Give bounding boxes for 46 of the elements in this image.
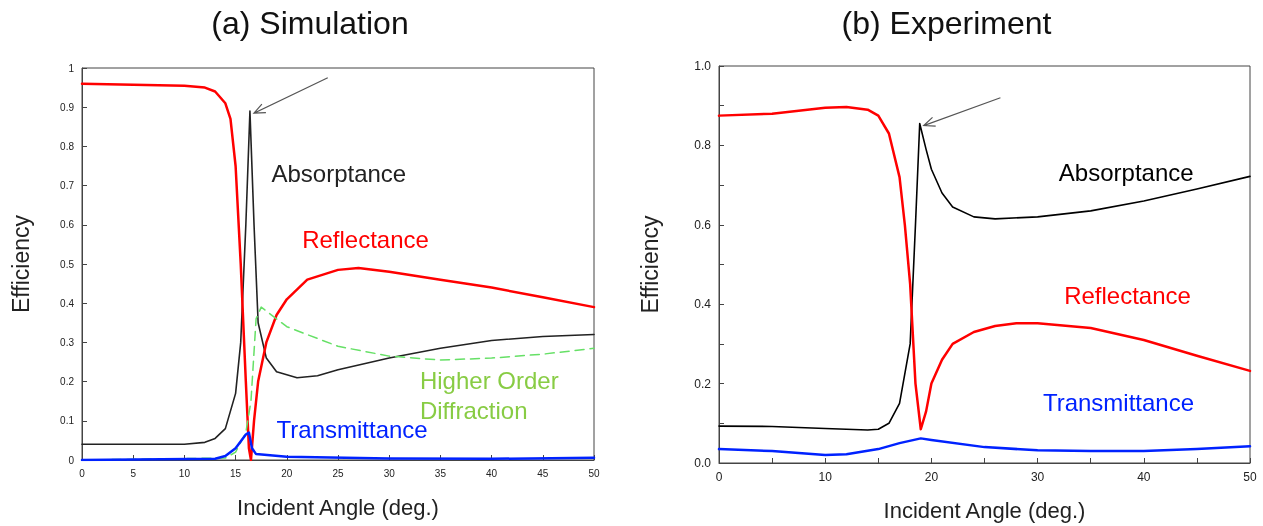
x-tick-label: 5 [130, 467, 137, 479]
y-tick-label: 0.8 [60, 140, 75, 152]
x-tick-label: 10 [818, 470, 833, 484]
y-axis-title: Efficiency [636, 215, 663, 314]
x-tick-label: 25 [332, 467, 344, 479]
y-tick-label: 0.5 [60, 258, 75, 270]
x-tick-label: 20 [281, 467, 293, 479]
y-tick-label: 0.1 [60, 415, 75, 427]
x-tick-label: 40 [1137, 470, 1151, 484]
x-tick-label: 30 [383, 467, 396, 479]
x-tick-label: 40 [486, 467, 498, 479]
chart-title: (a) Simulation [211, 5, 409, 41]
y-tick-label: 0.6 [60, 219, 75, 231]
y-tick-label: 0.2 [60, 376, 75, 388]
series-label: Transmittance [1042, 389, 1195, 417]
x-tick-label: 50 [1243, 470, 1257, 484]
x-tick-label: 20 [924, 470, 939, 484]
series-label: Reflectance [302, 226, 429, 254]
y-tick-label: 0.2 [694, 376, 712, 391]
series-label: Absorptance [1058, 158, 1194, 186]
y-axis-title: Efficiency [7, 214, 34, 314]
y-tick-label: 0.4 [694, 297, 712, 312]
x-axis-title: Incident Angle (deg.) [237, 494, 439, 520]
x-tick-label: 10 [178, 467, 191, 479]
y-tick-label: 0.8 [694, 138, 712, 153]
x-tick-label: 45 [537, 467, 549, 479]
series-label: Reflectance [1064, 281, 1191, 309]
x-tick-label: 30 [1030, 470, 1045, 484]
y-tick-label: 0.3 [60, 336, 75, 348]
y-tick-label: 0.4 [60, 297, 75, 309]
y-tick-label: 1 [68, 62, 75, 74]
y-tick-label: 0.0 [694, 456, 712, 470]
y-tick-label: 1.0 [694, 59, 712, 73]
x-tick-label: 35 [434, 467, 447, 479]
x-tick-label: 15 [230, 467, 242, 479]
x-tick-label: 50 [588, 467, 600, 479]
y-tick-label: 0.6 [694, 217, 712, 232]
y-tick-label: 0 [68, 454, 75, 466]
y-tick-label: 0.9 [60, 101, 75, 113]
x-tick-label: 0 [79, 467, 86, 479]
chart-title: (b) Experiment [841, 5, 1052, 41]
y-tick-label: 0.7 [60, 180, 75, 192]
series-label: Absorptance [271, 159, 407, 187]
x-axis-title: Incident Angle (deg.) [883, 497, 1086, 523]
x-tick-label: 0 [715, 470, 723, 484]
line-series [717, 437, 1252, 457]
